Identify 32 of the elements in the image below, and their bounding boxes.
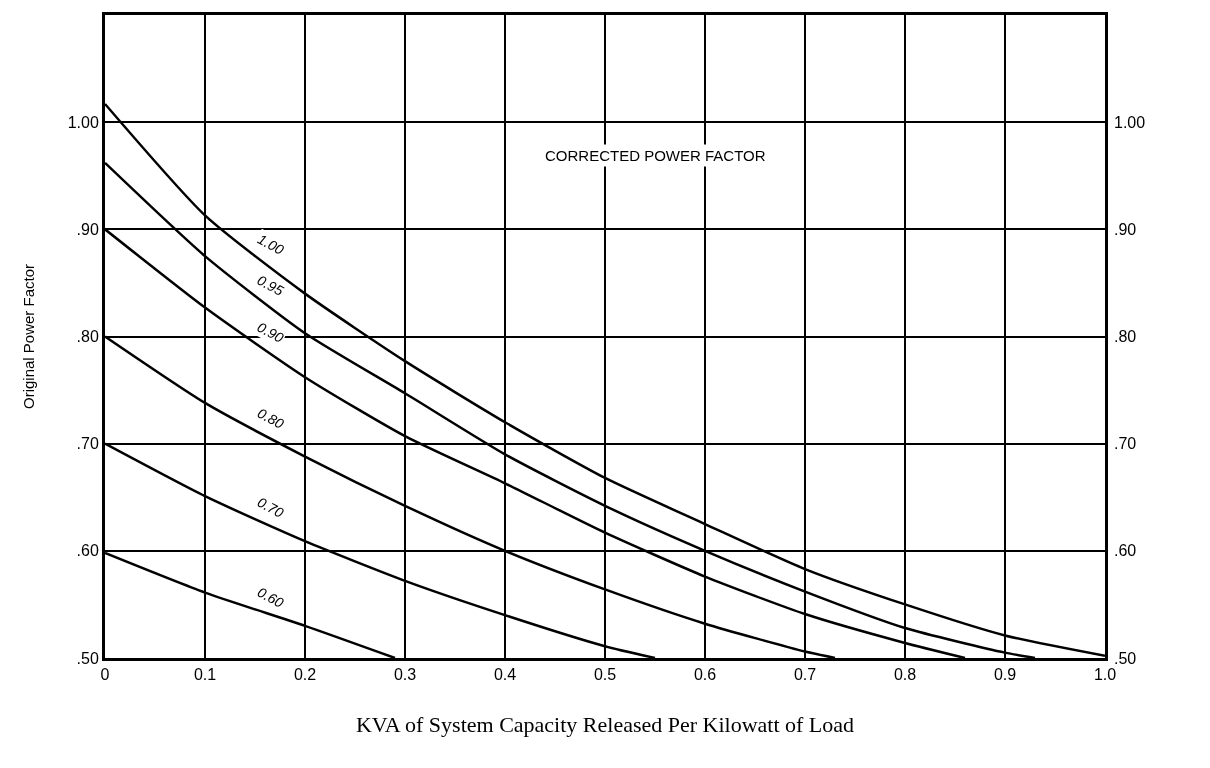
y2-tick-label: .80 xyxy=(1114,328,1137,346)
y2-tick-label: .50 xyxy=(1114,649,1137,667)
text: 0.60 xyxy=(254,583,287,611)
y2-tick-label: .60 xyxy=(1114,542,1137,560)
y-tick-label: .60 xyxy=(76,542,99,560)
x-tick-label: 0.3 xyxy=(393,666,417,684)
text: 0.70 xyxy=(254,493,287,521)
y-tick-label: .90 xyxy=(76,220,99,238)
x-axis-title: KVA of System Capacity Released Per Kilowatt of Load xyxy=(355,712,855,738)
y2-tick-label: .90 xyxy=(1114,220,1137,238)
y2-tick-label: 1.00 xyxy=(1114,113,1146,131)
y-tick-label: .70 xyxy=(76,435,99,453)
x-tick-label: 0.4 xyxy=(493,666,517,684)
y2-tick-label: .70 xyxy=(1114,435,1137,453)
y-tick-label: 1.00 xyxy=(67,113,99,131)
y-tick-label: .80 xyxy=(76,328,99,346)
x-tick-label: 0.8 xyxy=(893,666,917,684)
x-tick-label: 0.6 xyxy=(693,666,717,684)
text: 0.80 xyxy=(254,404,287,432)
y-tick-label: .50 xyxy=(76,649,99,667)
x-tick-label: 0.5 xyxy=(593,666,617,684)
x-tick-label: 0.9 xyxy=(993,666,1017,684)
y-axis-title: Original Power Factor xyxy=(19,263,37,410)
x-tick-label: 1.0 xyxy=(1093,666,1117,684)
x-tick-label: 0.7 xyxy=(793,666,817,684)
text: 0.95 xyxy=(254,271,287,299)
x-tick-label: 0 xyxy=(100,666,110,684)
text: 0.90 xyxy=(254,318,287,346)
x-tick-label: 0.2 xyxy=(293,666,317,684)
text: 1.00 xyxy=(254,230,287,258)
annotation: CORRECTED POWER FACTOR xyxy=(545,147,766,164)
x-tick-label: 0.1 xyxy=(193,666,217,684)
